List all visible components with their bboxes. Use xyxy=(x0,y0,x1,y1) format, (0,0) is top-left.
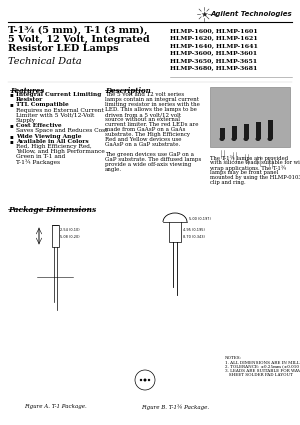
Text: HLMP-1600, HLMP-1601: HLMP-1600, HLMP-1601 xyxy=(170,28,258,33)
Text: with silicone leads suitable for wire: with silicone leads suitable for wire xyxy=(210,160,300,165)
Text: HLMP-3680, HLMP-3681: HLMP-3680, HLMP-3681 xyxy=(170,65,257,71)
Text: lamps may be front panel: lamps may be front panel xyxy=(210,170,278,175)
Text: Resistor: Resistor xyxy=(16,97,43,102)
Text: 5.08 (0.20): 5.08 (0.20) xyxy=(60,235,80,239)
Text: Features: Features xyxy=(10,87,44,95)
Bar xyxy=(232,126,236,139)
Bar xyxy=(256,122,260,139)
Text: ▪: ▪ xyxy=(10,102,14,108)
Bar xyxy=(210,87,290,147)
Text: Figure A. T-1 Package.: Figure A. T-1 Package. xyxy=(24,404,86,409)
Text: lamps contain an integral current: lamps contain an integral current xyxy=(105,97,199,102)
Text: Limiter with 5 Volt/12-Volt: Limiter with 5 Volt/12-Volt xyxy=(16,113,95,118)
Text: wrap applications. The T-1¾: wrap applications. The T-1¾ xyxy=(210,165,286,170)
Ellipse shape xyxy=(244,137,248,141)
Circle shape xyxy=(143,379,146,382)
Text: ★: ★ xyxy=(200,9,208,19)
Text: T-1¾ Packages: T-1¾ Packages xyxy=(16,160,60,165)
Ellipse shape xyxy=(220,137,224,141)
Text: limiting resistor in series with the: limiting resistor in series with the xyxy=(105,102,200,107)
Text: Resistor LED Lamps: Resistor LED Lamps xyxy=(8,44,118,53)
Text: HLMP-3600, HLMP-3601: HLMP-3600, HLMP-3601 xyxy=(170,51,257,56)
Text: 1. ALL DIMENSIONS ARE IN MILLIMETERS (INCHES).: 1. ALL DIMENSIONS ARE IN MILLIMETERS (IN… xyxy=(225,360,300,364)
Text: ▪: ▪ xyxy=(10,123,14,128)
Text: Requires no External Current: Requires no External Current xyxy=(16,108,104,113)
Text: Agilent Technologies: Agilent Technologies xyxy=(210,11,292,17)
Text: 3. LEADS ARE SUITABLE FOR WAVE SOLDER 1.27 mm (0.050 in.) on a: 3. LEADS ARE SUITABLE FOR WAVE SOLDER 1.… xyxy=(225,368,300,373)
Text: provide a wide off-axis viewing: provide a wide off-axis viewing xyxy=(105,162,191,167)
Text: The green devices use GaP on a: The green devices use GaP on a xyxy=(105,152,194,157)
Text: current limiter. The red LEDs are: current limiter. The red LEDs are xyxy=(105,122,199,127)
Text: LED. This allows the lamps to be: LED. This allows the lamps to be xyxy=(105,107,197,112)
Text: Green in T-1 and: Green in T-1 and xyxy=(16,154,65,159)
Text: GaP substrate. The diffused lamps: GaP substrate. The diffused lamps xyxy=(105,157,201,162)
Text: substrate. The High Efficiency: substrate. The High Efficiency xyxy=(105,132,190,137)
Text: The T-1¾ lamps are provided: The T-1¾ lamps are provided xyxy=(210,155,288,161)
Bar xyxy=(52,225,59,247)
Text: 2.54 (0.10): 2.54 (0.10) xyxy=(60,228,80,232)
Bar xyxy=(268,119,272,139)
Text: 2. TOLERANCE: ±0.25mm (±0.010 in.): 2. TOLERANCE: ±0.25mm (±0.010 in.) xyxy=(225,364,300,368)
Circle shape xyxy=(140,379,142,381)
Text: Cost Effective: Cost Effective xyxy=(16,123,62,128)
Text: T-1¾ (5 mm), T-1 (3 mm),: T-1¾ (5 mm), T-1 (3 mm), xyxy=(8,26,148,35)
Text: HLMP-1640, HLMP-1641: HLMP-1640, HLMP-1641 xyxy=(170,43,258,48)
Text: Red and Yellow devices use: Red and Yellow devices use xyxy=(105,137,182,142)
Text: The 5 volt and 12 volt series: The 5 volt and 12 volt series xyxy=(105,92,184,97)
Text: Available in All Colors: Available in All Colors xyxy=(16,139,88,144)
Text: ▪: ▪ xyxy=(10,139,14,144)
Text: TTL Compatible: TTL Compatible xyxy=(16,102,69,108)
Text: Yellow, and High Performance: Yellow, and High Performance xyxy=(16,149,105,154)
Text: Supply: Supply xyxy=(16,118,36,123)
Text: Package Dimensions: Package Dimensions xyxy=(8,206,96,214)
Text: ▪: ▪ xyxy=(10,133,14,139)
Text: Red, High Efficiency Red,: Red, High Efficiency Red, xyxy=(16,144,92,149)
Text: Saves Space and Reduces Cost: Saves Space and Reduces Cost xyxy=(16,128,107,133)
Bar xyxy=(244,124,248,139)
Text: NOTES:: NOTES: xyxy=(225,356,242,360)
Text: HLMP-3650, HLMP-3651: HLMP-3650, HLMP-3651 xyxy=(170,58,257,63)
Text: HLMP-1620, HLMP-1621: HLMP-1620, HLMP-1621 xyxy=(170,36,258,40)
Text: 8.70 (0.343): 8.70 (0.343) xyxy=(183,235,205,239)
Text: driven from a 5 volt/12 volt: driven from a 5 volt/12 volt xyxy=(105,112,181,117)
Text: 4.95 (0.195): 4.95 (0.195) xyxy=(183,228,205,232)
Bar xyxy=(169,222,181,242)
Ellipse shape xyxy=(256,137,260,141)
Text: Description: Description xyxy=(105,87,151,95)
Text: GaAsP on a GaP substrate.: GaAsP on a GaP substrate. xyxy=(105,142,180,147)
Text: source without an external: source without an external xyxy=(105,117,180,122)
Text: Technical Data: Technical Data xyxy=(8,57,82,66)
Text: SHEET SOLDER PAD LAYOUT: SHEET SOLDER PAD LAYOUT xyxy=(225,373,293,377)
Ellipse shape xyxy=(268,137,272,141)
Text: 5.00 (0.197): 5.00 (0.197) xyxy=(189,217,211,221)
Text: Wide Viewing Angle: Wide Viewing Angle xyxy=(16,133,82,139)
Text: Integral Current Limiting: Integral Current Limiting xyxy=(16,92,101,97)
Text: made from GaAsP on a GaAs: made from GaAsP on a GaAs xyxy=(105,127,185,132)
Bar xyxy=(220,128,224,139)
Text: Figure B. T-1¾ Package.: Figure B. T-1¾ Package. xyxy=(141,404,209,410)
Text: ▪: ▪ xyxy=(10,92,14,97)
Ellipse shape xyxy=(232,137,236,141)
Text: 5 Volt, 12 Volt, Integrated: 5 Volt, 12 Volt, Integrated xyxy=(8,35,150,44)
Text: angle.: angle. xyxy=(105,167,122,172)
Circle shape xyxy=(148,379,150,381)
Text: clip and ring.: clip and ring. xyxy=(210,180,246,185)
Text: mounted by using the HLMP-0103: mounted by using the HLMP-0103 xyxy=(210,175,300,180)
